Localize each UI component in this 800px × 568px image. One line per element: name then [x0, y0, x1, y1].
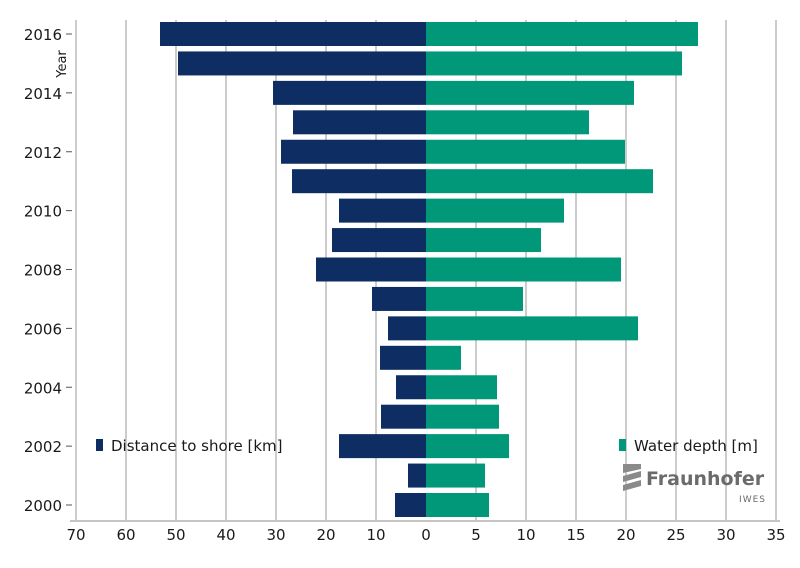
- bar-depth-2001: [426, 463, 485, 488]
- bar-depth-2013: [426, 110, 589, 135]
- bar-distance-2014: [273, 80, 426, 105]
- bar-distance-2008: [316, 257, 426, 282]
- bar-distance-2004: [396, 375, 426, 400]
- bar-distance-2013: [293, 110, 426, 135]
- y-axis-title: Year: [55, 50, 70, 79]
- x-tick-label: 30: [266, 526, 285, 544]
- bar-depth-2008: [426, 257, 621, 282]
- fraunhofer-logo-mark: [623, 464, 641, 491]
- x-tick-label: 5: [471, 526, 481, 544]
- bars: [160, 22, 698, 517]
- x-tick-label: 40: [216, 526, 235, 544]
- year-tick-label: 2008: [24, 262, 62, 280]
- bar-depth-2003: [426, 404, 499, 429]
- bar-distance-2001: [408, 463, 426, 488]
- x-tick-label: 35: [766, 526, 785, 544]
- fraunhofer-logo: Fraunhofer IWES: [623, 464, 766, 505]
- bar-distance-2010: [339, 198, 426, 223]
- year-tick-label: 2006: [24, 320, 62, 338]
- bar-distance-2002: [339, 434, 426, 459]
- bar-distance-2005: [380, 345, 426, 370]
- y-tick-labels: 2000 2002 2004 2006 2008 2010 2012 2014 2016: [24, 26, 72, 515]
- x-tick-label: 60: [116, 526, 135, 544]
- bar-depth-2006: [426, 316, 638, 341]
- year-tick-label: 2012: [24, 144, 62, 162]
- x-tick-label: 15: [566, 526, 585, 544]
- x-tick-label: 20: [616, 526, 635, 544]
- bar-depth-2016: [426, 22, 698, 46]
- bar-distance-2011: [292, 169, 426, 194]
- x-tick-label: 25: [666, 526, 685, 544]
- legend-swatch-distance: [96, 439, 103, 451]
- x-tick-label: 70: [66, 526, 85, 544]
- x-tick-label: 50: [166, 526, 185, 544]
- x-tick-label: 0: [421, 526, 431, 544]
- bar-depth-2000: [426, 493, 489, 517]
- legend-swatch-depth: [619, 439, 626, 451]
- legend-label-distance: Distance to shore [km]: [111, 437, 283, 455]
- bar-depth-2010: [426, 198, 564, 223]
- bar-distance-2000: [395, 493, 426, 517]
- logo-subtext: IWES: [739, 495, 766, 505]
- bar-depth-2004: [426, 375, 497, 400]
- year-tick-label: 2010: [24, 203, 62, 221]
- bar-distance-2015: [178, 51, 426, 76]
- year-tick-label: 2004: [24, 379, 62, 397]
- year-tick-label: 2016: [24, 26, 62, 44]
- legend-distance-to-shore: Distance to shore [km]: [96, 437, 283, 455]
- year-tick-label: 2000: [24, 497, 62, 515]
- bar-distance-2009: [332, 228, 426, 253]
- bar-depth-2014: [426, 80, 634, 105]
- bar-distance-2012: [281, 139, 426, 164]
- bar-depth-2015: [426, 51, 682, 76]
- x-tick-label: 10: [516, 526, 535, 544]
- x-tick-label: 30: [716, 526, 735, 544]
- bar-depth-2011: [426, 169, 653, 194]
- year-tick-label: 2002: [24, 438, 62, 456]
- bar-depth-2005: [426, 345, 461, 370]
- x-tick-label: 20: [316, 526, 335, 544]
- year-tick-label: 2014: [24, 85, 62, 103]
- x-tick-labels: 70 60 50 40 30 20 10 0 5 10 15 20 25 30 35: [66, 526, 785, 544]
- bar-distance-2006: [388, 316, 426, 341]
- bar-depth-2009: [426, 228, 541, 253]
- bar-depth-2007: [426, 286, 523, 311]
- bar-distance-2003: [381, 404, 426, 429]
- bar-depth-2002: [426, 434, 509, 459]
- bar-depth-2012: [426, 139, 625, 164]
- logo-wordmark: Fraunhofer: [646, 468, 765, 490]
- x-tick-label: 10: [366, 526, 385, 544]
- bar-distance-2016: [160, 22, 426, 46]
- bar-distance-2007: [372, 286, 426, 311]
- legend-water-depth: Water depth [m]: [619, 437, 758, 455]
- legend-label-depth: Water depth [m]: [634, 437, 758, 455]
